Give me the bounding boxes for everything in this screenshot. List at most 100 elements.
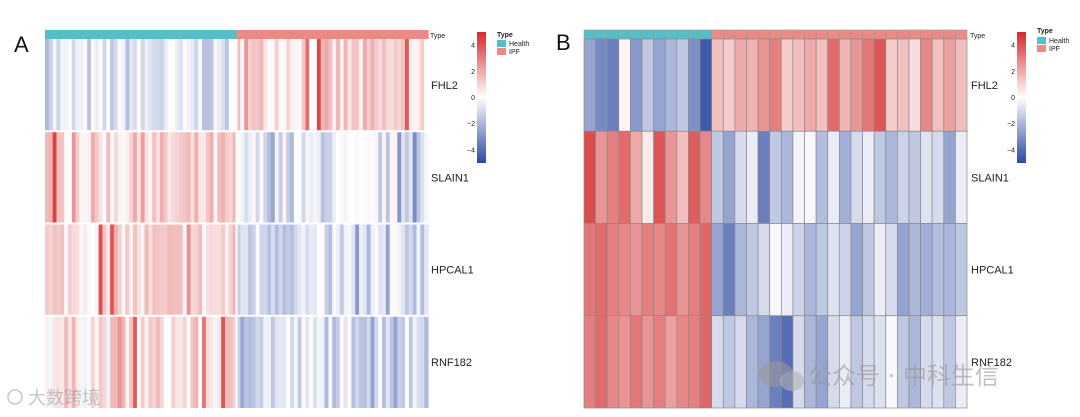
- heatmap-cell: [156, 132, 161, 223]
- heatmap-cell: [618, 223, 631, 317]
- heatmap-cell: [56, 132, 61, 223]
- heatmap-cell: [309, 132, 314, 223]
- heatmap-cell: [336, 316, 341, 408]
- annotation-cell: [244, 30, 249, 39]
- annotation-cell: [217, 30, 222, 39]
- heatmap-cell: [780, 130, 794, 224]
- annotation-cell: [385, 30, 391, 39]
- heatmap-cell: [171, 132, 176, 223]
- heatmap-cell: [148, 224, 153, 315]
- annotation-cell: [320, 30, 326, 39]
- heatmap-cell: [202, 316, 207, 408]
- heatmap-cell: [769, 38, 782, 132]
- heatmap-cell: [630, 130, 643, 224]
- heatmap-cell: [52, 39, 58, 131]
- annotation-cell: [133, 30, 138, 39]
- heatmap-cell: [144, 132, 150, 223]
- heatmap-cell: [804, 223, 817, 317]
- heatmap-cell: [420, 224, 425, 315]
- heatmap-cell: [943, 38, 956, 132]
- heatmap-cell: [278, 316, 284, 408]
- heatmap-cell: [385, 224, 391, 315]
- annotation-cell: [247, 30, 253, 39]
- heatmap-cell: [179, 224, 184, 315]
- annotation-cell: [278, 30, 284, 39]
- heatmap-cell: [343, 316, 349, 408]
- legend-title-a: Type: [497, 32, 513, 39]
- heatmap-cell: [309, 39, 314, 131]
- heatmap-cell: [179, 316, 184, 408]
- heatmap-cell: [711, 223, 724, 317]
- heatmap-cell: [213, 224, 218, 315]
- annotation-cell: [792, 29, 805, 40]
- heatmap-cell: [67, 39, 73, 131]
- heatmap-cell: [699, 315, 713, 409]
- heatmap-cell: [757, 130, 771, 224]
- heatmap-cell: [98, 316, 104, 408]
- heatmap-cell: [75, 224, 81, 315]
- annotation-cell: [67, 30, 73, 39]
- heatmap-cell: [175, 132, 180, 223]
- annotation-cell: [339, 30, 345, 39]
- heatmap-cell: [408, 132, 414, 223]
- heatmap-cell: [121, 316, 127, 408]
- heatmap-cell: [316, 316, 322, 408]
- heatmap-cell: [167, 316, 172, 408]
- heatmap-cell: [182, 224, 188, 315]
- annotation-cell: [102, 30, 107, 39]
- heatmap-cell: [382, 39, 387, 131]
- heatmap-cell: [152, 132, 157, 223]
- annotation-cell: [129, 30, 134, 39]
- heatmap-cell: [113, 316, 119, 408]
- annotation-cell: [873, 29, 887, 40]
- heatmap-cell: [102, 224, 107, 315]
- heatmap-cell: [374, 39, 379, 131]
- annotation-cell: [347, 30, 352, 39]
- heatmap-cell: [221, 39, 226, 131]
- annotation-cell: [152, 30, 157, 39]
- watermark-left-text: 大数跨境: [28, 388, 100, 409]
- heatmap-cell: [332, 224, 337, 315]
- annotation-cell: [56, 30, 61, 39]
- heatmap-cell: [282, 316, 287, 408]
- heatmap-cell: [722, 223, 736, 317]
- heatmap-cell: [943, 130, 956, 224]
- heatmap-cell: [171, 39, 176, 131]
- heatmap-cell: [343, 224, 349, 315]
- annotation-cell: [293, 30, 299, 39]
- heatmap-cell: [198, 224, 203, 315]
- heatmap-cell: [420, 316, 425, 408]
- annotation-cell: [897, 29, 910, 40]
- heatmap-cell: [64, 316, 69, 408]
- heatmap-cell: [228, 132, 234, 223]
- heatmap-cell: [885, 130, 898, 224]
- heatmap-cell: [897, 130, 910, 224]
- annotation-cell: [94, 30, 100, 39]
- heatmap-cell: [67, 132, 73, 223]
- heatmap-cell: [267, 316, 272, 408]
- heatmap-cell: [60, 224, 65, 315]
- heatmap-cell: [362, 316, 368, 408]
- heatmap-cell: [370, 316, 375, 408]
- heatmap-cell: [75, 132, 81, 223]
- heatmap-cell: [416, 132, 421, 223]
- heatmap-cell: [885, 223, 898, 317]
- annotation-cell: [156, 30, 161, 39]
- heatmap-cell: [163, 132, 169, 223]
- heatmap-cell: [121, 132, 127, 223]
- annotation-bar-a: [45, 30, 429, 39]
- heatmap-cell: [171, 224, 176, 315]
- heatmap-cell: [328, 132, 333, 223]
- heatmap-cell: [148, 39, 153, 131]
- heatmap-cell: [355, 224, 360, 315]
- heatmap-cell: [792, 38, 805, 132]
- annotation-cell: [931, 29, 945, 40]
- annotation-cell: [125, 30, 130, 39]
- heatmap-cell: [240, 132, 245, 223]
- heatmap-cell: [225, 224, 230, 315]
- heatmap-cell: [301, 132, 307, 223]
- heatmap-cell: [48, 39, 54, 131]
- heatmap-cell: [247, 39, 253, 131]
- heatmap-cell: [251, 316, 257, 408]
